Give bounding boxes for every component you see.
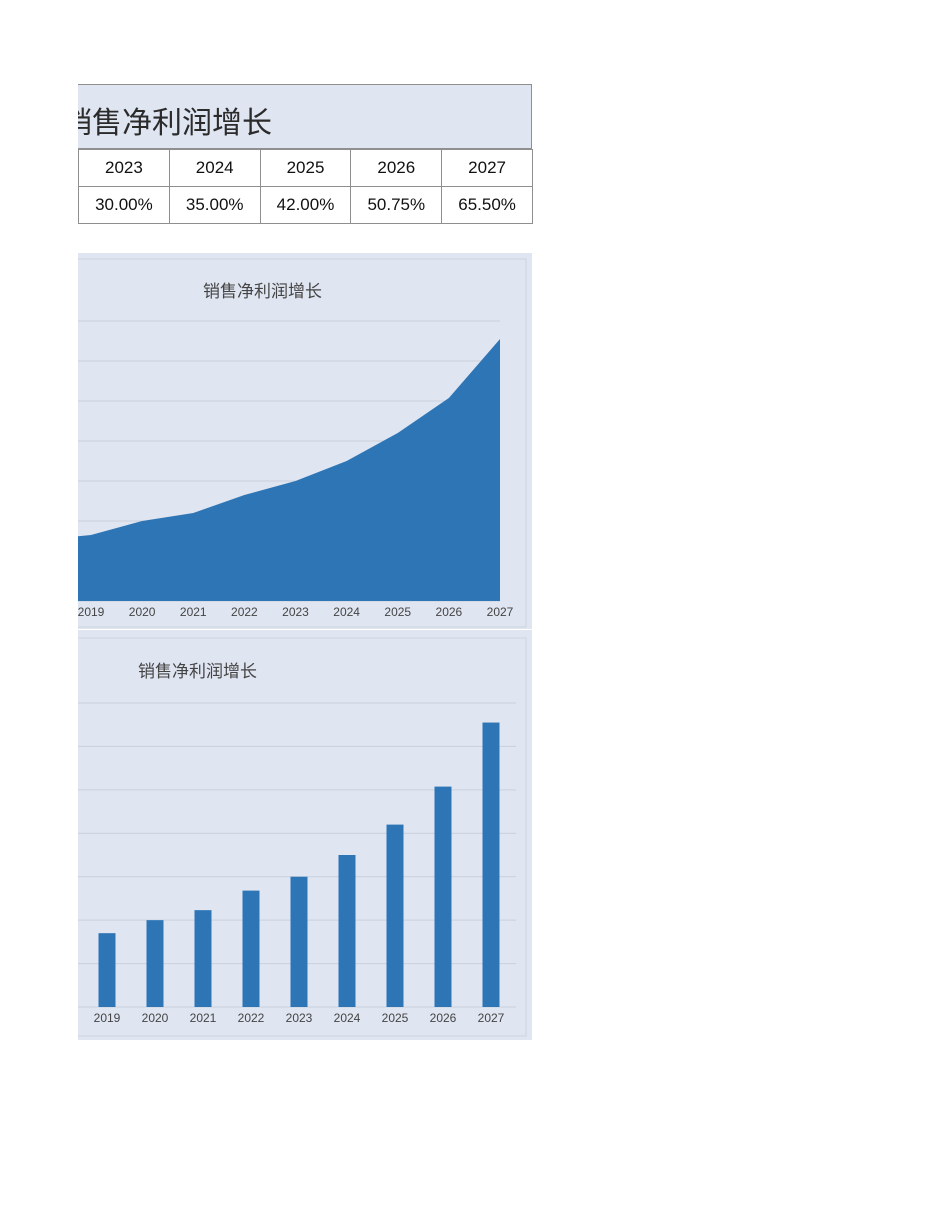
bar (98, 933, 116, 1007)
x-tick-label: 2022 (231, 605, 258, 619)
area-series (78, 339, 500, 601)
table-title: 销售净利润增长 (78, 106, 272, 141)
year-cell[interactable]: 2027 (441, 149, 533, 187)
bar (290, 876, 308, 1007)
year-cell[interactable]: 2025 (259, 149, 352, 187)
bar (242, 890, 260, 1007)
year-cell[interactable]: 2026 (350, 149, 443, 187)
bar (194, 910, 212, 1007)
chart-title: 销售净利润增长 (138, 662, 257, 682)
x-tick-label: 2025 (384, 605, 411, 619)
x-tick-label: 2023 (286, 1011, 313, 1025)
value-cell[interactable]: 30.00% (78, 186, 170, 224)
x-tick-label: 2021 (190, 1011, 217, 1025)
x-tick-label: 2020 (142, 1011, 169, 1025)
area-chart: 销售净利润增长 2019 2020 2021 2022 2023 2024 2025 2026… (78, 258, 527, 628)
bar (482, 722, 500, 1007)
x-tick-label: 2021 (180, 605, 207, 619)
bar-chart: 销售净利润增长 2019 2020 2021 2022 2023 2024 2025 2026… (78, 637, 527, 1037)
x-tick-label: 2027 (487, 605, 514, 619)
value-cell[interactable]: 42.00% (259, 186, 352, 224)
bar-chart-panel[interactable]: 销售净利润增长 2019 2020 2021 2022 2023 2024 2025 2026… (78, 630, 532, 1040)
x-tick-label: 2022 (238, 1011, 265, 1025)
year-cell[interactable]: 2023 (78, 149, 170, 187)
x-tick-label: 2019 (78, 605, 105, 619)
bar (146, 920, 164, 1007)
bar (386, 824, 404, 1007)
chart-title: 销售净利润增长 (203, 282, 322, 302)
value-row: 30.00% 35.00% 42.00% 50.75% 65.50% (78, 186, 533, 224)
x-tick-label: 2023 (282, 605, 309, 619)
x-tick-label: 2024 (333, 605, 360, 619)
value-cell[interactable]: 35.00% (168, 186, 261, 224)
x-tick-label: 2026 (436, 605, 463, 619)
area-chart-panel[interactable]: 销售净利润增长 2019 2020 2021 2022 2023 2024 2025 2026… (78, 253, 532, 629)
spreadsheet-sheet: 销售净利润增长 2023 2024 2025 2026 2027 30.00% … (78, 0, 533, 1230)
value-cell[interactable]: 65.50% (441, 186, 533, 224)
x-tick-label: 2020 (129, 605, 156, 619)
plot-border (78, 637, 527, 1037)
x-tick-label: 2025 (382, 1011, 409, 1025)
x-tick-label: 2024 (334, 1011, 361, 1025)
bar (434, 786, 452, 1007)
growth-table: 2023 2024 2025 2026 2027 30.00% 35.00% 4… (78, 149, 533, 224)
x-tick-label: 2027 (478, 1011, 505, 1025)
plot-border (78, 258, 527, 628)
x-tick-label: 2019 (94, 1011, 121, 1025)
x-tick-label: 2026 (430, 1011, 457, 1025)
year-row: 2023 2024 2025 2026 2027 (78, 149, 533, 187)
year-cell[interactable]: 2024 (168, 149, 261, 187)
table-title-cell[interactable]: 销售净利润增长 (78, 84, 532, 149)
value-cell[interactable]: 50.75% (350, 186, 443, 224)
bar (338, 855, 356, 1007)
